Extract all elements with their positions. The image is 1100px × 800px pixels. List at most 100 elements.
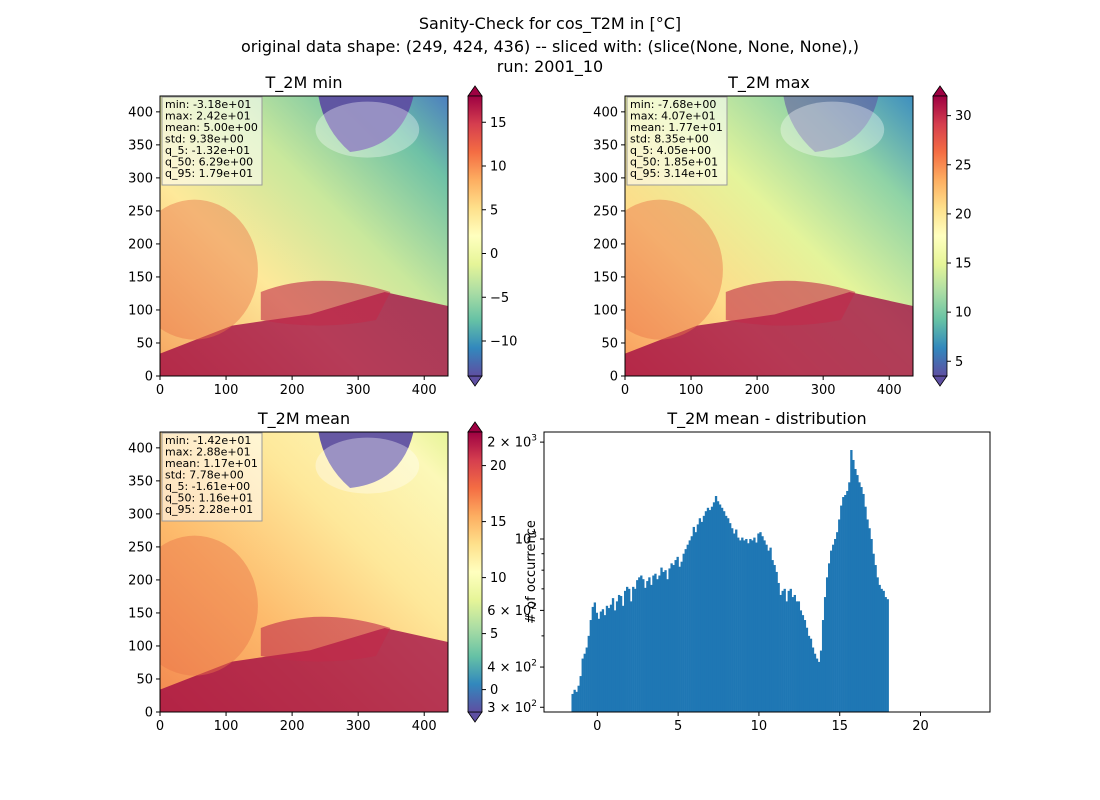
x-tick-label: 400 xyxy=(412,719,437,734)
stats-line: q_50: 1.85e+01 xyxy=(630,156,718,169)
axes-frame xyxy=(159,95,449,377)
histogram-bar xyxy=(658,575,661,712)
stats-line: q_5: -1.61e+00 xyxy=(165,480,250,493)
colorbar-tick-label: 15 xyxy=(955,257,972,272)
histogram-bar xyxy=(775,571,778,712)
colorbar-extend-min xyxy=(467,711,483,723)
histogram-bar xyxy=(611,598,615,712)
x-tick-label: 0 xyxy=(621,383,629,398)
x-tick-label: 300 xyxy=(346,383,371,398)
histogram-bar xyxy=(690,536,693,712)
histogram-bar xyxy=(619,596,623,712)
stats-line: max: 4.07e+01 xyxy=(630,110,716,123)
histogram-bar xyxy=(662,571,665,712)
stats-line: max: 2.42e+01 xyxy=(165,110,251,123)
histogram-bar xyxy=(680,561,683,712)
y-tick-label: 100 xyxy=(593,303,618,318)
histogram-bar xyxy=(688,540,691,712)
histogram-bar xyxy=(791,597,794,712)
colorbar-tick-label: 20 xyxy=(490,459,507,474)
histogram-bar xyxy=(840,505,843,712)
histogram-bar xyxy=(870,538,873,712)
histogram-bar xyxy=(702,515,706,712)
histogram-bar xyxy=(868,528,871,712)
histogram-bar xyxy=(799,610,803,712)
histogram-bar xyxy=(692,526,695,712)
histogram-bar xyxy=(599,611,603,712)
stats-line: std: 9.38e+00 xyxy=(165,133,244,146)
colorbar-tick-label: 5 xyxy=(490,627,498,642)
histogram-bar xyxy=(842,497,845,712)
histogram-bar xyxy=(755,542,758,712)
histogram-bar xyxy=(852,459,855,712)
y-tick-label: 200 xyxy=(128,573,153,588)
stats-line: min: -7.68e+00 xyxy=(630,98,716,111)
histogram-bar xyxy=(621,605,625,712)
y-tick-label: 100 xyxy=(128,303,153,318)
histogram-bar xyxy=(623,590,627,712)
histogram-bar xyxy=(587,635,590,712)
histogram-bar xyxy=(872,553,875,712)
panel-title: T_2M max xyxy=(727,73,810,93)
histogram-bar xyxy=(793,594,796,712)
colorbar-extend-min xyxy=(467,375,483,387)
histogram-bar xyxy=(765,544,768,712)
y-tick-label: 3 × 102 xyxy=(487,699,537,716)
histogram-bar xyxy=(682,553,685,712)
y-tick-label: 200 xyxy=(128,237,153,252)
histogram-bar xyxy=(819,650,823,712)
histogram-bars xyxy=(571,450,889,712)
x-tick-label: 200 xyxy=(280,719,305,734)
histogram-bar xyxy=(700,521,704,712)
histogram-bar xyxy=(838,519,841,712)
histogram-bar xyxy=(650,584,653,712)
cold-region xyxy=(318,432,414,488)
y-tick-label: 6 × 102 xyxy=(487,602,537,619)
mediterranean-region xyxy=(725,280,856,326)
histogram-bar xyxy=(628,588,631,712)
stats-line: mean: 5.00e+00 xyxy=(165,121,258,134)
y-tick-label: 350 xyxy=(593,138,618,153)
histogram-bar xyxy=(771,560,774,712)
histogram-bar xyxy=(795,601,799,712)
colorbar-extend-max xyxy=(467,85,483,97)
histogram-bar xyxy=(704,511,708,712)
stats-line: q_95: 2.28e+01 xyxy=(165,503,253,516)
colorbar-tick-label: 10 xyxy=(955,306,972,321)
colorbar-tick-label: 10 xyxy=(490,160,507,175)
histogram-bar xyxy=(807,635,811,712)
suptitle-line-3: run: 2001_10 xyxy=(497,57,603,77)
y-tick-label: 400 xyxy=(128,105,153,120)
histogram-bar xyxy=(743,540,746,712)
stats-box xyxy=(626,96,728,186)
stats-line: min: -1.42e+01 xyxy=(165,434,251,447)
histogram-bar xyxy=(874,565,877,712)
colorbar-tick-label: 15 xyxy=(490,515,507,530)
y-tick-label: 250 xyxy=(128,540,153,555)
histogram-bar xyxy=(884,597,887,712)
histogram-bar xyxy=(741,537,744,712)
histogram-bar xyxy=(817,661,821,712)
histogram-bar xyxy=(684,549,687,712)
x-tick-label: 100 xyxy=(214,719,239,734)
histogram-bar xyxy=(757,533,760,712)
histogram-bar xyxy=(605,605,609,712)
histogram-bar xyxy=(577,685,580,712)
histogram-bar xyxy=(676,556,679,712)
x-tick-label: 100 xyxy=(679,383,704,398)
histogram-bar xyxy=(686,544,689,712)
heatmap-image xyxy=(160,96,448,376)
colorbar xyxy=(932,95,948,377)
stats-line: mean: 1.17e+01 xyxy=(165,457,258,470)
histogram-bar xyxy=(735,529,738,712)
histogram-bar xyxy=(753,537,756,712)
y-tick-label: 0 xyxy=(145,706,153,721)
histogram-bar xyxy=(674,560,677,712)
histogram-bar xyxy=(850,450,853,712)
histogram-bar xyxy=(797,601,801,712)
histogram-bar xyxy=(720,507,724,712)
histogram-bar xyxy=(589,620,592,712)
histogram-bar xyxy=(759,532,762,712)
histogram-bar xyxy=(761,536,764,712)
